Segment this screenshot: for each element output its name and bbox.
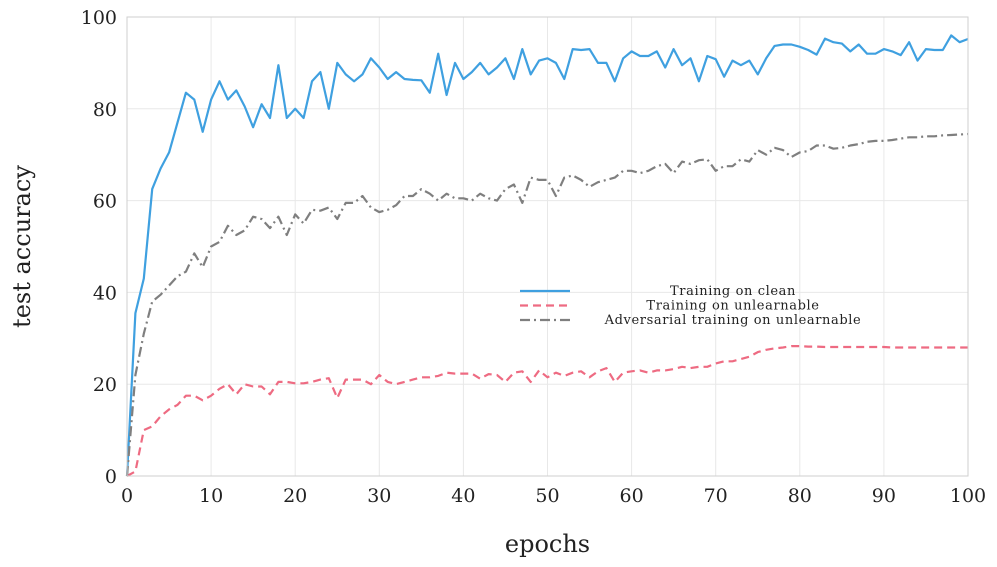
legend-label-1: Training on clean <box>670 284 796 299</box>
series-layer <box>125 34 969 477</box>
x-tick-label: 100 <box>950 485 986 507</box>
x-tick-label: 80 <box>788 485 812 507</box>
y-tick-label: 100 <box>81 7 117 29</box>
x-tick-label: 10 <box>199 485 223 507</box>
y-tick-label: 20 <box>93 374 117 396</box>
x-axis-ticks: 0 10 20 30 40 50 60 70 80 90 100 <box>121 485 986 507</box>
series-line-2 <box>126 345 968 477</box>
y-tick-label: 0 <box>105 466 117 488</box>
y-tick-label: 80 <box>93 99 117 121</box>
x-tick-label: 70 <box>704 485 728 507</box>
x-axis-label: epochs <box>505 530 590 558</box>
y-tick-label: 40 <box>93 282 117 304</box>
x-tick-label: 90 <box>872 485 896 507</box>
series-line-3 <box>125 132 969 477</box>
series-line-1 <box>125 34 969 477</box>
x-tick-label: 20 <box>283 485 307 507</box>
y-axis-label: test accuracy <box>8 165 36 328</box>
x-tick-label: 60 <box>620 485 644 507</box>
x-tick-label: 50 <box>535 485 559 507</box>
y-axis-ticks: 0 20 40 60 80 100 <box>81 7 117 488</box>
plot-frame <box>126 16 969 477</box>
x-tick-label: 40 <box>451 485 475 507</box>
x-tick-label: 30 <box>367 485 391 507</box>
grid <box>126 16 969 477</box>
legend-label-2: Training on unlearnable <box>646 299 819 314</box>
legend-label-3: Adversarial training on unlearnable <box>604 313 862 328</box>
y-tick-label: 60 <box>93 191 117 213</box>
x-tick-label: 0 <box>121 485 133 507</box>
